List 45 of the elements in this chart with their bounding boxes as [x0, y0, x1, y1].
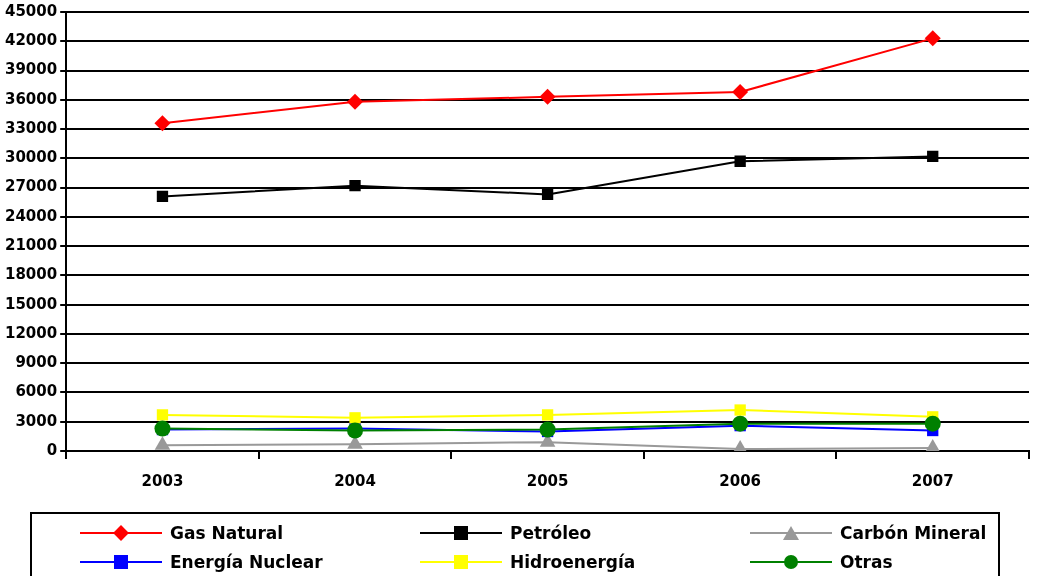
y-tick-label: 45000	[5, 1, 58, 20]
x-tick-label: 2003	[141, 471, 184, 490]
y-tick-label: 33000	[5, 118, 58, 137]
point	[732, 84, 749, 100]
point	[734, 155, 746, 167]
point	[541, 409, 554, 421]
point	[927, 150, 939, 163]
y-tick-label: 21000	[5, 236, 58, 255]
legend-label: Otras	[840, 551, 893, 572]
point	[924, 30, 941, 47]
legend-label: Carbón Mineral	[840, 522, 987, 543]
point	[349, 412, 361, 424]
point	[539, 421, 556, 438]
point	[349, 179, 361, 192]
x-tick-label: 2007	[911, 471, 954, 490]
y-tick-label: 42000	[5, 31, 58, 50]
point	[347, 93, 364, 110]
x-tick-label: 2006	[719, 471, 762, 490]
y-tick-label: 0	[46, 440, 58, 459]
point	[924, 415, 941, 432]
point	[156, 190, 169, 203]
legend-label: Hidroenergía	[510, 551, 636, 572]
y-tick-label: 15000	[5, 294, 58, 313]
y-tick-label: 24000	[5, 206, 58, 225]
point	[154, 115, 171, 132]
x-tick-label: 2005	[526, 471, 569, 490]
y-tick-label: 27000	[5, 177, 58, 196]
point	[347, 422, 364, 439]
point	[541, 188, 554, 201]
y-tick-label: 12000	[5, 323, 58, 342]
x-tick-label: 2004	[334, 471, 376, 490]
y-tick-label: 3000	[15, 411, 58, 430]
y-tick-label: 39000	[5, 60, 58, 79]
y-tick-label: 30000	[5, 148, 58, 167]
point	[734, 404, 746, 416]
point	[732, 415, 749, 432]
y-tick-label: 9000	[15, 353, 58, 372]
y-tick-label: 18000	[5, 265, 58, 284]
legend-label: Gas Natural	[170, 522, 284, 543]
point	[156, 409, 169, 421]
y-tick-label: 36000	[5, 89, 58, 108]
legend-label: Energía Nuclear	[170, 551, 323, 572]
legend-label: Petróleo	[510, 522, 592, 543]
y-tick-label: 6000	[15, 382, 58, 401]
point	[539, 88, 556, 105]
